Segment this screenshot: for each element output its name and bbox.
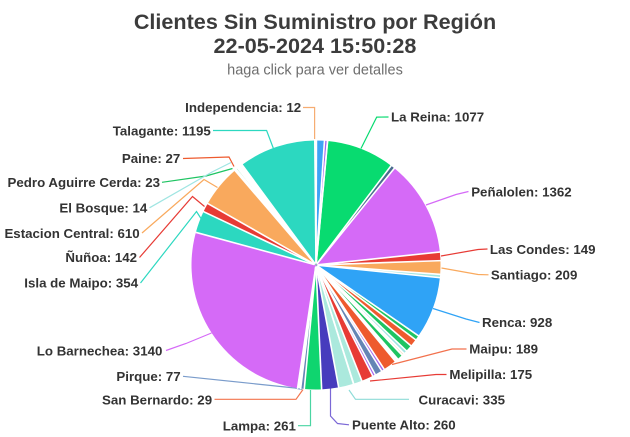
svg-text:Santiago: 209: Santiago: 209	[491, 268, 577, 283]
svg-text:Clientes Sin Suministro por Re: Clientes Sin Suministro por Región	[134, 9, 496, 34]
svg-text:Pirque: 77: Pirque: 77	[116, 369, 180, 384]
svg-text:Isla de Maipo: 354: Isla de Maipo: 354	[24, 276, 138, 291]
svg-text:haga click para ver detalles: haga click para ver detalles	[227, 63, 403, 79]
svg-text:La Reina: 1077: La Reina: 1077	[391, 109, 484, 124]
svg-text:Estacion Central: 610: Estacion Central: 610	[4, 226, 139, 241]
svg-text:Las Condes: 149: Las Condes: 149	[490, 242, 596, 257]
svg-text:Peñalolen: 1362: Peñalolen: 1362	[471, 184, 572, 199]
svg-text:Melipilla: 175: Melipilla: 175	[449, 367, 532, 382]
svg-text:El Bosque: 14: El Bosque: 14	[59, 201, 148, 216]
svg-text:Pedro Aguirre Cerda: 23: Pedro Aguirre Cerda: 23	[8, 175, 160, 190]
svg-text:Puente Alto: 260: Puente Alto: 260	[352, 418, 456, 433]
svg-text:22-05-2024 15:50:28: 22-05-2024 15:50:28	[214, 33, 417, 58]
svg-text:Lampa: 261: Lampa: 261	[223, 418, 297, 433]
svg-text:San Bernardo: 29: San Bernardo: 29	[102, 393, 212, 408]
svg-text:Paine: 27: Paine: 27	[122, 151, 180, 166]
svg-text:Ñuñoa: 142: Ñuñoa: 142	[65, 250, 137, 265]
svg-text:Independencia: 12: Independencia: 12	[185, 100, 301, 115]
svg-text:Talagante: 1195: Talagante: 1195	[113, 123, 212, 138]
svg-text:Curacavi: 335: Curacavi: 335	[419, 393, 506, 408]
svg-text:Maipu: 189: Maipu: 189	[469, 342, 538, 357]
svg-text:Lo Barnechea: 3140: Lo Barnechea: 3140	[37, 344, 163, 359]
svg-text:Renca: 928: Renca: 928	[482, 315, 552, 330]
